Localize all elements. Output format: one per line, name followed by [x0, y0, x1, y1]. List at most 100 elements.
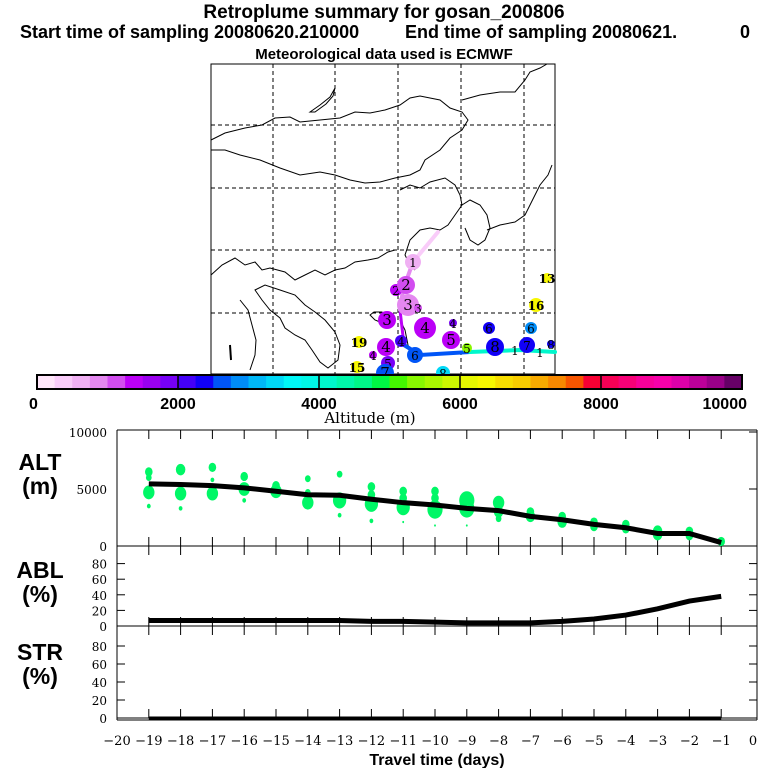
trajectory-marker	[462, 343, 472, 353]
plume-cluster-point	[336, 470, 343, 478]
colorbar-swatch	[248, 375, 267, 389]
x-tick-label: −16	[230, 734, 257, 749]
trajectory-marker	[483, 322, 495, 334]
colorbar-tick-label: 10000	[703, 396, 748, 413]
colorbar-tick-label: 4000	[301, 396, 337, 413]
plume-cluster-point	[369, 518, 374, 524]
x-tick-label: −20	[103, 734, 130, 749]
colorbar-swatch	[618, 375, 637, 389]
x-tick-label: −9	[457, 734, 476, 749]
plume-cluster-point	[495, 515, 502, 523]
plume-cluster-point	[146, 503, 151, 509]
x-axis-label: Travel time (days)	[369, 752, 504, 768]
trajectory-marker	[397, 276, 415, 294]
plume-cluster-point	[174, 486, 187, 501]
colorbar-swatch	[530, 375, 549, 389]
trajectory-marker	[547, 340, 555, 348]
coastlines	[210, 63, 553, 371]
colorbar-swatch	[336, 375, 355, 389]
x-tick-label: −18	[167, 734, 194, 749]
colorbar-swatch	[213, 375, 232, 389]
x-tick-label: −14	[294, 734, 321, 749]
marker-day-label: 2	[401, 276, 411, 294]
marker-day-label: 5	[384, 357, 392, 371]
plume-cluster-point	[178, 506, 183, 511]
trajectory-marker	[414, 317, 436, 339]
colorbar-swatch	[601, 375, 620, 389]
trajectory-marker	[542, 273, 552, 283]
colorbar-swatch	[89, 375, 108, 389]
colorbar-swatch	[565, 375, 584, 389]
x-tick-label: −13	[326, 734, 353, 749]
start-time-label: Start time of sampling 20080620.210000	[20, 22, 360, 42]
y-tick-label: 10000	[69, 426, 107, 440]
marker-day-label: 6	[411, 349, 419, 363]
colorbar-swatch	[407, 375, 426, 389]
y-tick-label: 5000	[76, 483, 107, 497]
colorbar-tick-labels: 0 2000 4000 6000 8000 10000	[29, 396, 747, 413]
colorbar-label: Altitude (m)	[323, 409, 415, 427]
plume-cluster-point	[399, 486, 408, 496]
time-series-panels: 0500010000ALT(m)020406080ABL(%)020406080…	[16, 426, 758, 768]
colorbar-swatch	[424, 375, 443, 389]
plume-cluster-point	[337, 512, 342, 518]
x-tick-label: −11	[389, 734, 416, 749]
plume-cluster-point	[175, 463, 186, 476]
trajectory-marker	[486, 338, 504, 356]
trajectory-marker	[449, 319, 457, 327]
colorbar-swatch	[178, 375, 197, 389]
colorbar-swatch	[195, 375, 214, 389]
x-tick-label: −1	[712, 734, 731, 749]
x-tick-label: −7	[521, 734, 540, 749]
colorbar-swatch	[477, 375, 496, 389]
end-time-label: End time of sampling 20080621.	[405, 22, 678, 42]
marker-day-label: 4	[420, 319, 430, 337]
marker-day-label: 3	[382, 311, 392, 329]
colorbar-swatch	[389, 375, 408, 389]
x-tick-label: −12	[358, 734, 385, 749]
colorbar-tick-label: 0	[29, 396, 38, 413]
chart-title: Retroplume summary for gosan_200806	[203, 2, 565, 23]
x-tick-label: −2	[680, 734, 699, 749]
plume-cluster-point	[402, 520, 405, 524]
colorbar-swatch	[548, 375, 567, 389]
marker-day-label: 4	[449, 317, 457, 331]
marker-day-label: 5	[463, 342, 471, 356]
x-tick-label: −3	[648, 734, 667, 749]
colorbar-swatch	[724, 375, 743, 389]
plume-cluster-point	[210, 477, 215, 483]
marker-day-label: 13	[539, 272, 556, 286]
marker-day-label: 4	[381, 338, 391, 356]
plume-cluster-point	[242, 498, 247, 503]
colorbar-swatch	[319, 375, 338, 389]
marker-day-label: 16	[528, 299, 545, 313]
colorbar-tick-label: 8000	[583, 396, 619, 413]
plume-cluster-point	[208, 462, 217, 472]
trajectory-marker	[378, 311, 396, 329]
colorbar-swatch	[442, 375, 461, 389]
trajectory-marker	[529, 298, 543, 312]
trajectory-marker	[414, 304, 422, 312]
marker-day-label: 8	[547, 338, 555, 352]
panel-label: ALT	[18, 449, 61, 475]
colorbar-tick-label: 2000	[160, 396, 196, 413]
marker-day-label: 15	[349, 361, 366, 375]
colorbar-swatch	[371, 375, 390, 389]
colorbar-swatch	[671, 375, 690, 389]
plume-cluster-point	[492, 495, 505, 510]
panel-label: (m)	[22, 473, 58, 499]
y-tick-label: 60	[92, 573, 107, 587]
marker-day-label: 7	[523, 339, 531, 353]
marker-day-label: 4	[369, 349, 377, 363]
y-tick-label: 40	[92, 676, 107, 690]
y-tick-label: 0	[99, 540, 107, 554]
marker-day-label: 2	[392, 284, 400, 298]
plume-cluster-point	[434, 524, 436, 527]
colorbar-swatch	[230, 375, 249, 389]
end-time-suffix: 0	[739, 22, 750, 42]
trajectory-marker	[351, 361, 363, 373]
